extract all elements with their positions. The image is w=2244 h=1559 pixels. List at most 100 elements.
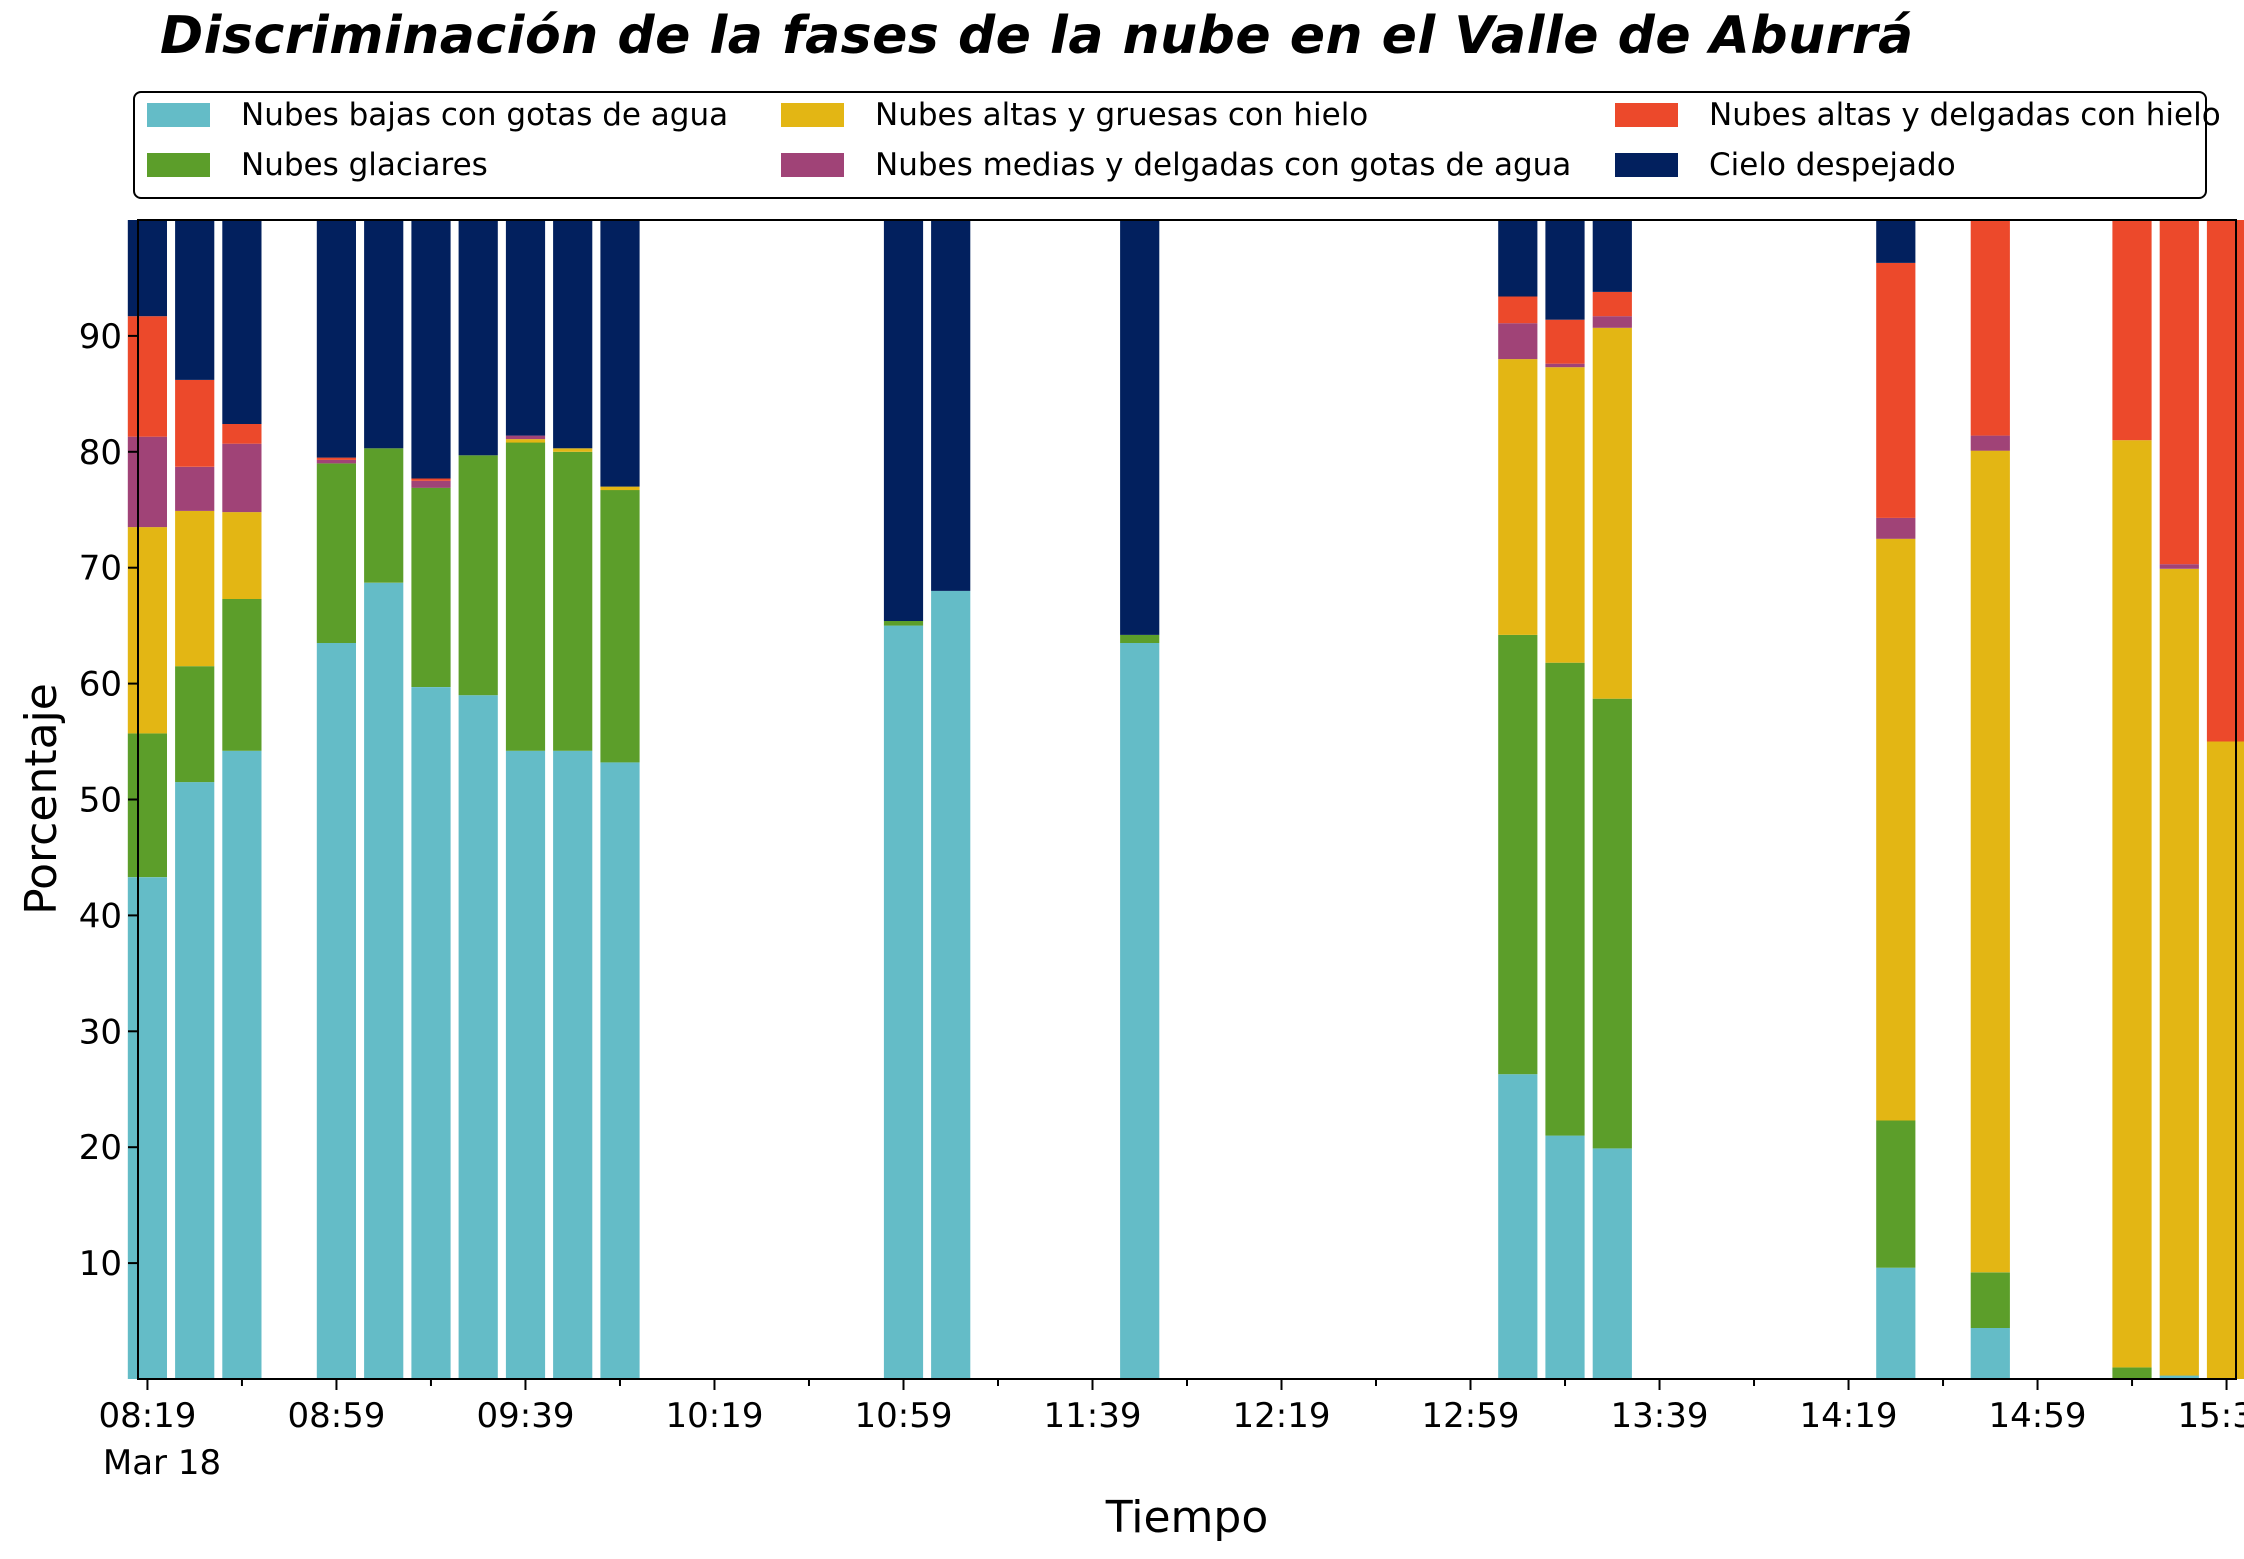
bar-segment bbox=[222, 443, 262, 513]
legend-swatch bbox=[781, 103, 844, 127]
bar-segment bbox=[1592, 327, 1632, 699]
bar-segment bbox=[1876, 1120, 1916, 1268]
bar-segment bbox=[600, 220, 640, 487]
x-tick-label: 10:59 bbox=[854, 1396, 952, 1436]
x-tick-label: 12:19 bbox=[1233, 1396, 1331, 1436]
bar-segment bbox=[316, 459, 356, 464]
legend-item: Nubes medias y delgadas con gotas de agu… bbox=[781, 147, 1572, 183]
bar-segment bbox=[2159, 1375, 2199, 1379]
bar-segment bbox=[364, 220, 404, 449]
bar-segment bbox=[411, 480, 451, 488]
x-tick-label: 15:39 bbox=[2178, 1396, 2244, 1436]
bar-segment bbox=[316, 643, 356, 1379]
bar-segment bbox=[175, 666, 215, 783]
bar-segment bbox=[931, 220, 971, 591]
bars-layer bbox=[127, 220, 2244, 1379]
bar-segment bbox=[1970, 1272, 2010, 1328]
bar-segment bbox=[222, 220, 262, 424]
bar-segment bbox=[127, 877, 167, 1379]
bar-segment bbox=[175, 379, 215, 467]
bar-segment bbox=[411, 487, 451, 687]
legend-swatch bbox=[1615, 153, 1678, 177]
bar-segment bbox=[1545, 220, 1585, 320]
x-tick-label: 11:39 bbox=[1044, 1396, 1142, 1436]
bar-segment bbox=[553, 451, 593, 751]
bar-segment bbox=[2159, 564, 2199, 569]
bar-segment bbox=[1120, 634, 1160, 643]
legend-label: Nubes medias y delgadas con gotas de agu… bbox=[875, 147, 1572, 183]
bar-segment bbox=[222, 424, 262, 444]
bar-segment bbox=[364, 448, 404, 583]
bar-segment bbox=[1970, 220, 2010, 436]
bar-segment bbox=[1545, 1135, 1585, 1379]
x-tick-label: 09:39 bbox=[476, 1396, 574, 1436]
bar-segment bbox=[316, 463, 356, 643]
legend-label: Nubes glaciares bbox=[241, 147, 488, 183]
bar-segment bbox=[1498, 296, 1538, 324]
legend: Nubes bajas con gotas de agua Nubes glaci… bbox=[133, 91, 2221, 199]
legend-label: Nubes bajas con gotas de agua bbox=[241, 97, 729, 133]
bar-segment bbox=[883, 621, 924, 626]
legend-label: Nubes altas y gruesas con hielo bbox=[875, 97, 1369, 133]
bar-segment bbox=[883, 220, 924, 621]
bar-segment bbox=[222, 750, 262, 1379]
bar-segment bbox=[1545, 367, 1585, 663]
bar-segment bbox=[316, 457, 356, 460]
bar-segment bbox=[2112, 1367, 2152, 1379]
bar-segment bbox=[1545, 662, 1585, 1136]
bar-segment bbox=[1876, 262, 1916, 518]
legend-item: Nubes altas y delgadas con hielo bbox=[1615, 97, 2221, 133]
legend-swatch bbox=[1615, 103, 1678, 127]
x-date-label: Mar 18 bbox=[103, 1443, 221, 1483]
y-tick-label: 30 bbox=[79, 1012, 122, 1052]
bar-segment bbox=[411, 478, 451, 481]
y-tick-label: 20 bbox=[79, 1128, 122, 1168]
x-tick-label: 10:19 bbox=[665, 1396, 763, 1436]
bar-segment bbox=[1498, 1074, 1538, 1379]
bar-segment bbox=[1970, 1328, 2010, 1379]
y-tick-label: 10 bbox=[79, 1244, 122, 1284]
legend-item: Nubes glaciares bbox=[147, 147, 488, 183]
bar-segment bbox=[1498, 634, 1538, 1075]
bar-segment bbox=[2159, 568, 2199, 1376]
bar-segment bbox=[411, 687, 451, 1379]
bar-segment bbox=[931, 590, 971, 1379]
y-tick-label: 90 bbox=[79, 317, 122, 357]
legend-swatch bbox=[781, 153, 844, 177]
bar-segment bbox=[553, 220, 593, 449]
bar-segment bbox=[553, 750, 593, 1379]
bar-segment bbox=[175, 510, 215, 667]
bar-segment bbox=[2159, 220, 2199, 565]
bar-segment bbox=[883, 625, 924, 1379]
bar-segment bbox=[1970, 435, 2010, 451]
x-tick-label: 08:19 bbox=[98, 1396, 196, 1436]
chart-title: Discriminación de la fases de la nube en… bbox=[160, 6, 1914, 66]
bar-segment bbox=[2206, 220, 2244, 742]
bar-segment bbox=[458, 455, 498, 696]
bar-segment bbox=[316, 220, 356, 458]
legend-label: Nubes altas y delgadas con hielo bbox=[1709, 97, 2221, 133]
bar-segment bbox=[1592, 698, 1632, 1149]
bar-segment bbox=[505, 220, 546, 436]
legend-label: Cielo despejado bbox=[1709, 147, 1956, 183]
x-axis: 08:19 08:59 09:39 10:19 10:59 11:39 12:19 12:59… bbox=[98, 1379, 2244, 1436]
y-tick-label: 70 bbox=[79, 549, 122, 589]
x-tick-label: 14:19 bbox=[1800, 1396, 1898, 1436]
bar-segment bbox=[127, 527, 167, 734]
bar-segment bbox=[175, 782, 215, 1379]
legend-swatch bbox=[147, 103, 210, 127]
legend-item: Nubes bajas con gotas de agua bbox=[147, 97, 729, 133]
x-tick-label: 14:59 bbox=[1989, 1396, 2087, 1436]
x-tick-label: 12:59 bbox=[1422, 1396, 1520, 1436]
bar-segment bbox=[1876, 220, 1916, 263]
plot-area-frame bbox=[137, 219, 2237, 1380]
bar-segment bbox=[2112, 440, 2152, 1368]
bar-segment bbox=[600, 490, 640, 763]
bar-segment bbox=[1120, 643, 1160, 1379]
bar-segment bbox=[127, 733, 167, 878]
bar-segment bbox=[505, 439, 546, 443]
bar-segment bbox=[505, 435, 546, 440]
bar-segment bbox=[1876, 538, 1916, 1121]
y-axis: 10 20 30 40 50 60 70 80 90 bbox=[79, 317, 138, 1284]
